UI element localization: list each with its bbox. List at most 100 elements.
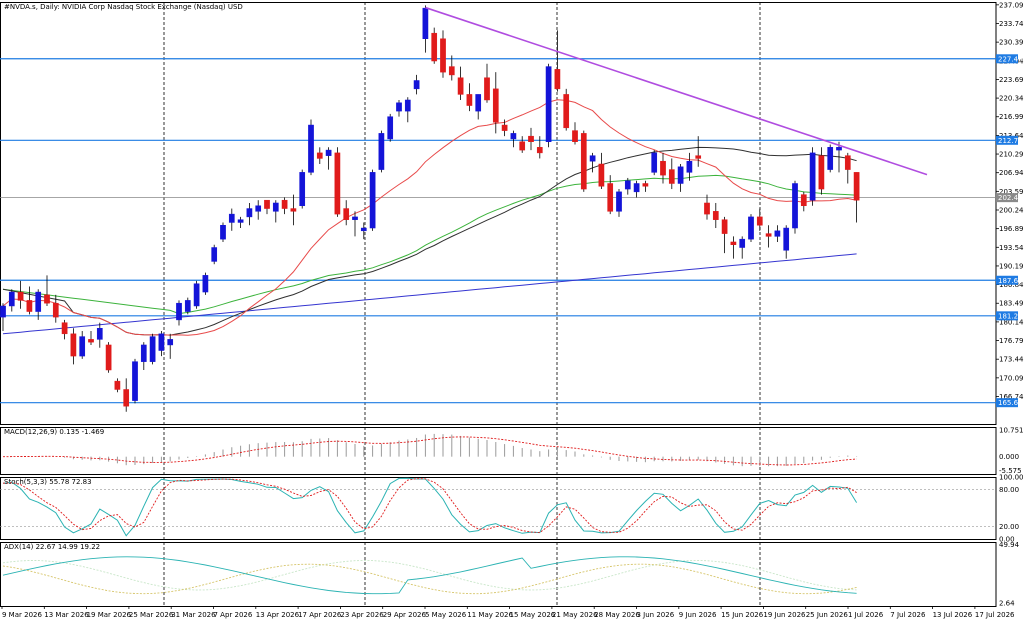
macd-title: MACD(12,26,9) 0.135 -1.469 (4, 428, 104, 436)
x-tick-label: 5 May 2026 (425, 611, 467, 619)
bull-candle (228, 213, 235, 223)
bear-candle (61, 322, 68, 335)
stoch-tick-label: 100.00 (999, 474, 1024, 482)
adx-line (2, 556, 857, 595)
trendline (425, 6, 928, 176)
bull-candle (202, 275, 209, 293)
y-tick-label: 186.84 (999, 281, 1024, 289)
x-tick-label: 17 Apr 2026 (298, 611, 342, 619)
x-tick-label: 7 Apr 2026 (214, 611, 253, 619)
price-level-label: 165.63 (998, 399, 1023, 407)
bull-candle (589, 155, 596, 162)
bull-candle (176, 302, 182, 321)
x-tick-label: 17 Jul 2026 (975, 611, 1015, 619)
bear-candle (730, 241, 737, 245)
y-tick-label: 230.39 (999, 39, 1024, 47)
bull-candle (651, 152, 658, 173)
price-level-tag (996, 275, 1018, 285)
bull-candle (545, 66, 552, 142)
bull-candle (404, 99, 411, 112)
ma-50-line (2, 146, 857, 336)
adx-title: ADX(14) 22.67 14.99 19.22 (4, 543, 100, 551)
bull-candle (132, 361, 138, 401)
bull-candle (677, 166, 684, 184)
pane-frame (0, 427, 997, 475)
adx-tick-label: 49.94 (999, 541, 1020, 549)
y-tick-label: 170.09 (999, 374, 1024, 382)
bull-candle (475, 94, 482, 112)
stoch-tick-label: 80.00 (999, 486, 1019, 494)
current-price-label: 202.46 (998, 194, 1023, 202)
y-tick-label: 210.29 (999, 151, 1024, 159)
price-level-tag (996, 135, 1018, 145)
price-level-label: 181.23 (998, 312, 1023, 320)
bear-candle (492, 88, 499, 123)
macd-signal-line (2, 436, 857, 466)
x-tick-label: 1 Jul 2026 (848, 611, 884, 619)
adx-plus-di-line (2, 560, 857, 591)
bull-candle (774, 230, 781, 237)
bull-candle (149, 336, 156, 362)
pane-frame (0, 477, 997, 540)
x-tick-label: 15 Jun 2026 (721, 611, 764, 619)
bear-candle (290, 208, 297, 212)
bear-candle (52, 302, 59, 318)
bull-candle (739, 238, 746, 248)
adx-pane: ADX(14) 22.67 14.99 19.22 (2, 543, 857, 595)
y-tick-label: 183.49 (999, 300, 1024, 308)
bull-candle (378, 133, 385, 170)
macd-tick-label: -5.575 (999, 467, 1022, 475)
bull-candle (422, 7, 429, 39)
bear-candle (440, 38, 446, 73)
x-tick-label: 21 May 2026 (552, 611, 598, 619)
y-tick-label: 223.69 (999, 76, 1024, 84)
price-level-tag (996, 311, 1018, 321)
bull-candle (96, 327, 103, 340)
bull-candle (79, 336, 86, 357)
bear-candle (448, 66, 455, 76)
bull-candle (633, 183, 640, 193)
bull-candle (193, 283, 200, 307)
x-tick-label: 31 Mar 2026 (171, 611, 216, 619)
bull-candle (510, 133, 517, 140)
stoch-title: Stoch(5,3,3) 55.78 72.83 (4, 478, 92, 486)
bear-candle (44, 294, 50, 304)
x-tick-label: 13 Mar 2026 (44, 611, 89, 619)
stoch-tick-label: 0.00 (999, 536, 1015, 544)
y-tick-label: 206.94 (999, 169, 1024, 177)
bear-candle (721, 219, 728, 234)
bear-candle (316, 152, 323, 159)
bear-candle (334, 152, 341, 215)
bull-candle (369, 172, 376, 229)
bull-candle (299, 172, 306, 207)
bear-candle (114, 380, 121, 390)
bear-candle (563, 94, 570, 129)
bear-candle (853, 172, 860, 201)
bull-candle (686, 160, 693, 173)
x-tick-label: 11 May 2026 (467, 611, 513, 619)
x-tick-label: 23 Apr 2026 (340, 611, 384, 619)
price-level-label: 227.40 (998, 55, 1023, 63)
bear-candle (281, 199, 288, 209)
bull-candle (809, 152, 816, 201)
vertical-gridlines (0, 2, 997, 607)
stoch-k-line (2, 477, 858, 537)
bear-candle (105, 344, 112, 371)
y-tick-label: 176.79 (999, 337, 1024, 345)
bear-candle (70, 333, 77, 357)
bull-candle (255, 205, 262, 212)
bull-candle (35, 291, 42, 312)
price-level-tag (996, 398, 1018, 408)
bear-candle (765, 233, 772, 237)
y-tick-label: 180.14 (999, 318, 1024, 326)
bear-candle (756, 216, 763, 226)
price-level-tag (996, 54, 1018, 64)
bear-candle (844, 155, 851, 170)
bull-candle (237, 219, 244, 223)
bear-candle (642, 183, 649, 187)
bear-candle (668, 169, 675, 184)
ma-100-line (2, 174, 857, 315)
x-tick-label: 25 Jun 2026 (806, 611, 849, 619)
